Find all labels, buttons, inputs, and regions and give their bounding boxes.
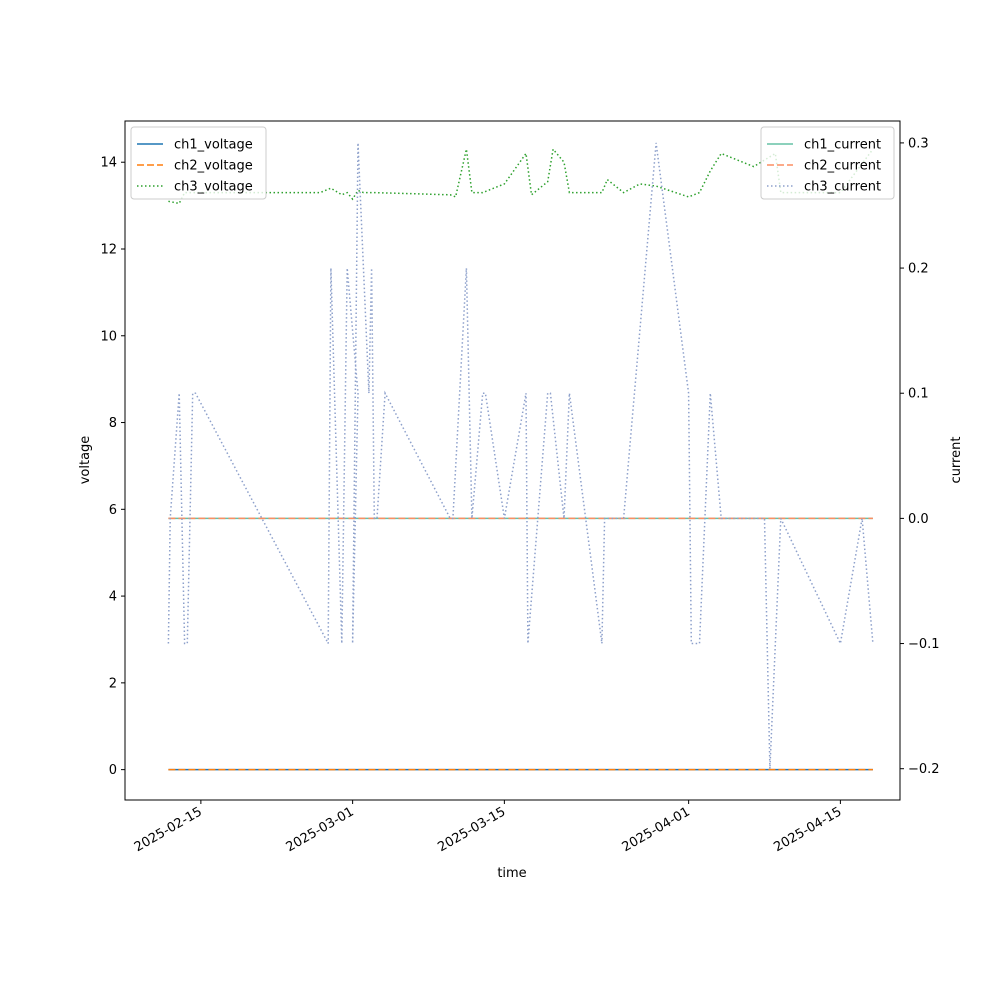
legend-right-box xyxy=(760,126,895,200)
y-left-tick-label-6: 6 xyxy=(109,503,117,518)
y-left-tick-label-2: 2 xyxy=(109,676,117,691)
y-left-tick-label-12: 12 xyxy=(100,242,117,257)
y-right-tick-label-0-2: 0.2 xyxy=(908,262,929,277)
legend-label-ch1_current: ch1_current xyxy=(804,138,881,153)
legend-voltage: ch1_voltage ch2_voltage ch3_voltage xyxy=(130,126,267,200)
y-right-tick-label-0-0: 0.0 xyxy=(908,512,929,527)
y-axis-right: −0.2 −0.1 0.0 0.1 0.2 0.3 xyxy=(900,136,940,777)
legend-label-ch3_current: ch3_current xyxy=(804,180,881,195)
y-left-tick-label-10: 10 xyxy=(100,329,117,344)
legend-label-ch3_voltage: ch3_voltage xyxy=(174,180,253,195)
y-left-tick-label-4: 4 xyxy=(109,590,117,605)
y-axis-left-label: voltage xyxy=(78,436,93,485)
y-left-tick-label-0: 0 xyxy=(109,763,117,778)
legend-label-ch2_current: ch2_current xyxy=(804,159,881,174)
y-right-tick-label-0-3: 0.3 xyxy=(908,136,929,151)
y-axis-right-label: current xyxy=(949,437,964,484)
x-axis-label: time xyxy=(497,866,526,881)
series-layer xyxy=(167,142,874,771)
y-left-tick-label-14: 14 xyxy=(100,156,117,171)
y-left-tick-label-8: 8 xyxy=(109,416,117,431)
legend-label-ch1_voltage: ch1_voltage xyxy=(174,138,253,153)
legend-label-ch2_voltage: ch2_voltage xyxy=(174,159,253,174)
y-right-tick-label-0-1: 0.1 xyxy=(908,387,929,402)
y-axis-left: 0 2 4 6 8 10 12 14 xyxy=(100,156,125,778)
plot-background xyxy=(125,121,900,800)
legend-left-box xyxy=(130,126,267,200)
plot-area xyxy=(124,120,901,801)
y-right-tick-label-0-2: −0.2 xyxy=(908,762,940,777)
y-right-tick-label-0-1: −0.1 xyxy=(908,637,940,652)
plot-frame xyxy=(124,120,901,801)
legend-current: ch1_current ch2_current ch3_current xyxy=(760,126,895,200)
